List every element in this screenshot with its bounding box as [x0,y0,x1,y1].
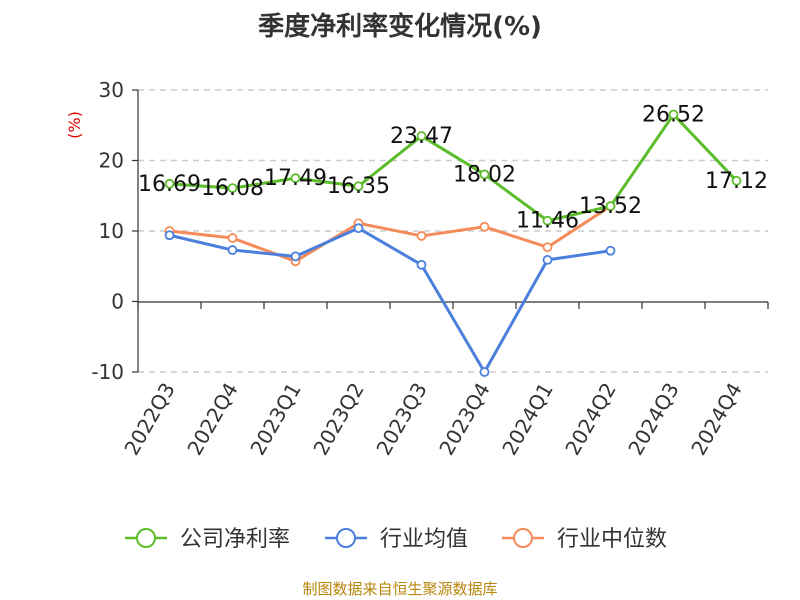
data-label: 16.08 [201,176,264,201]
data-label: 17.12 [705,169,768,194]
data-point [164,178,175,189]
data-point [416,259,427,270]
data-point [605,245,616,256]
legend-label: 行业中位数 [557,527,667,552]
data-label: 16.35 [327,174,390,199]
x-tick-label: 2024Q3 [623,379,683,460]
data-point [542,255,553,265]
data-point [605,201,616,212]
series-line [169,204,612,263]
legend-marker [336,528,356,548]
y-tick-label: 30 [99,78,124,102]
x-tick-label: 2023Q1 [245,379,305,460]
x-ticks: 2022Q3 2022Q4 2023Q1 2023Q2 2023Q3 2023Q4 2024… [119,302,769,460]
data-point [290,251,301,262]
series-group [164,109,742,377]
data-label: 23.47 [390,124,453,149]
data-label: 13.52 [579,194,642,219]
data-point [227,233,238,243]
y-tick-label: 0 [111,290,124,314]
legend[interactable]: 公司净利率 行业均值 行业中位数 [125,527,667,552]
data-label: 18.02 [453,162,516,187]
legend-item[interactable]: 行业均值 [325,527,468,552]
data-label: 17.49 [264,166,327,191]
y-ticks: 30 20 10 0 -10 [91,78,138,384]
data-point [227,183,238,194]
data-point [479,367,490,377]
x-tick-label: 2023Q3 [371,379,431,460]
y-tick-label: -10 [91,360,124,384]
x-tick-label: 2023Q2 [308,379,368,460]
y-tick-label: 10 [99,219,124,243]
y-tick-label: 20 [99,149,124,173]
x-tick-label: 2024Q4 [686,379,746,460]
legend-label: 行业均值 [380,527,468,552]
source-note: 制图数据来自恒生聚源数据库 [302,580,498,598]
x-tick-label: 2024Q2 [560,379,620,460]
data-point [353,181,364,192]
series-line [169,113,738,223]
data-point [227,245,238,255]
data-label: 11.46 [516,209,579,234]
data-point [479,221,490,232]
x-tick-label: 2023Q4 [434,379,494,460]
data-point [542,215,553,226]
legend-marker [513,528,533,548]
chart-title: 季度净利率变化情况(%) [258,12,542,42]
data-point [731,175,742,186]
data-point [479,169,490,180]
data-labels: 16.69 16.08 17.49 16.3523.4718.0211.4613.52… [138,103,768,234]
x-tick-label: 2024Q1 [497,379,557,460]
data-point [164,230,175,241]
data-point [290,173,301,184]
grid-lines [138,89,768,373]
series-line [169,226,611,374]
x-tick-label: 2022Q4 [182,379,242,460]
legend-item[interactable]: 行业中位数 [502,527,667,552]
data-point [416,231,427,241]
legend-item[interactable]: 公司净利率 [125,527,290,552]
y-axis-label: (%) [65,111,84,139]
data-point [542,242,553,253]
data-label: 16.69 [138,172,201,197]
x-tick-label: 2022Q3 [119,379,179,460]
legend-marker [136,528,156,548]
data-point [416,131,427,141]
data-point [353,223,364,234]
data-label: 26.52 [642,103,705,128]
legend-label: 公司净利率 [180,527,290,552]
data-point [668,109,679,120]
